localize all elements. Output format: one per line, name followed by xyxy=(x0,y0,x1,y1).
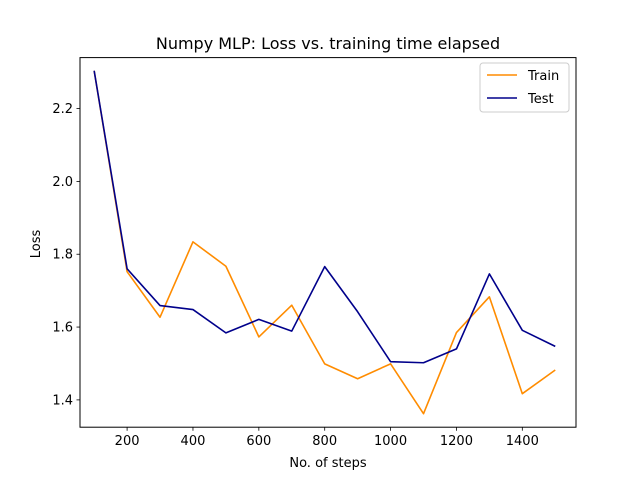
y-tick-label-3: 2.0 xyxy=(52,175,73,190)
chart-title: Numpy MLP: Loss vs. training time elapse… xyxy=(156,34,500,53)
x-tick-label-400: 400 xyxy=(181,434,206,449)
legend-label-train: Train xyxy=(527,69,559,84)
y-axis: 1.4 1.6 1.8 2.0 2.2 xyxy=(52,102,80,408)
plot-area xyxy=(79,57,577,428)
y-tick-label-1: 1.6 xyxy=(52,321,73,336)
y-axis-label: Loss xyxy=(29,230,44,259)
series-layer xyxy=(93,70,556,415)
x-axis: 200 400 600 800 1000 1200 1400 xyxy=(115,427,539,449)
plot-frame xyxy=(79,57,577,428)
x-tick-label-800: 800 xyxy=(312,434,337,449)
x-tick-label-1000: 1000 xyxy=(374,434,407,449)
x-axis-label: No. of steps xyxy=(289,456,366,471)
y-tick-label-2: 1.8 xyxy=(52,248,73,263)
series-line-train xyxy=(93,70,556,415)
x-tick-label-200: 200 xyxy=(115,434,140,449)
legend-label-test: Test xyxy=(527,92,554,107)
y-tick-label-4: 2.2 xyxy=(52,102,73,117)
x-tick-label-600: 600 xyxy=(246,434,271,449)
plot-background xyxy=(80,57,576,428)
series-line-test xyxy=(93,70,556,364)
x-tick-label-1200: 1200 xyxy=(440,434,473,449)
legend: Train Test xyxy=(479,62,570,113)
y-tick-label-0: 1.4 xyxy=(52,393,73,408)
x-tick-label-1400: 1400 xyxy=(506,434,539,449)
